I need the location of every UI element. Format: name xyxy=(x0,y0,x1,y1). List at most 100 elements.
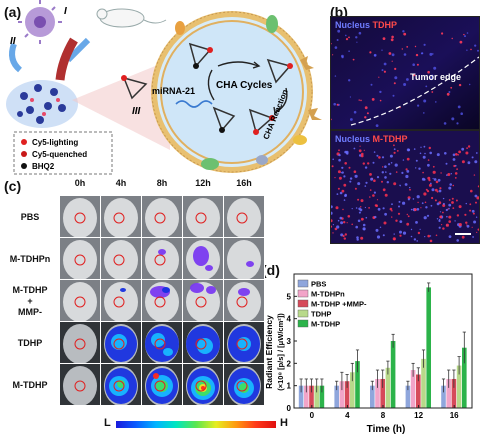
fluorescence-speckle xyxy=(343,199,346,201)
fluorescence-speckle xyxy=(419,228,421,230)
fluorescence-speckle xyxy=(399,230,402,234)
signal-blob xyxy=(201,386,205,390)
fluorescence-speckle xyxy=(360,99,362,102)
imaging-cell xyxy=(142,238,183,280)
fluorescence-speckle xyxy=(456,122,459,125)
fluorescence-speckle xyxy=(413,208,417,212)
y-tick-label: 4 xyxy=(287,315,292,324)
tumor-region-circle xyxy=(113,296,125,308)
fluorescence-speckle xyxy=(379,90,382,94)
fluorescence-speckle xyxy=(448,207,450,210)
y-tick-label: 3 xyxy=(287,337,292,346)
fluorescence-speckle xyxy=(452,153,456,157)
fluorescence-speckle xyxy=(331,43,332,45)
imaging-cell-canvas xyxy=(142,196,182,237)
panel-label-c: (c) xyxy=(4,178,22,194)
signal-blob xyxy=(151,333,165,347)
mirna-label: miRNA-21 xyxy=(152,86,195,96)
fluorescence-speckle xyxy=(405,168,408,171)
bar xyxy=(441,385,446,408)
mouse-body xyxy=(104,240,138,279)
fluorescence-speckle xyxy=(382,207,385,210)
fluorescence-speckle xyxy=(373,54,377,57)
fluorescence-speckle xyxy=(402,159,405,161)
fluorescence-speckle xyxy=(461,147,465,151)
fluorescence-speckle xyxy=(461,160,465,164)
fluorescence-speckle xyxy=(431,91,434,93)
fluorescence-speckle xyxy=(365,181,368,184)
step-label-2: II xyxy=(10,36,16,47)
fluorescence-speckle xyxy=(413,238,417,241)
fluorescence-speckle xyxy=(415,53,419,57)
bar xyxy=(405,385,411,408)
fluorescence-speckle xyxy=(381,180,383,183)
fluorescence-speckle xyxy=(340,172,342,174)
legend-swatch xyxy=(297,279,309,288)
fluorescence-image-tdhp-canvas xyxy=(331,17,479,129)
tumor-region-circle xyxy=(113,338,125,350)
time-column-header: 4h xyxy=(115,178,127,188)
nucleus-label: Nucleus xyxy=(335,134,371,144)
fluorescence-speckle xyxy=(369,196,371,198)
fluorescence-speckle xyxy=(428,146,431,150)
fluorescence-speckle xyxy=(429,239,433,243)
fluorescence-speckle xyxy=(439,211,442,213)
bar xyxy=(314,385,319,408)
fluorescence-speckle xyxy=(356,41,358,43)
imaging-cell-canvas xyxy=(142,364,182,405)
fluorescence-speckle xyxy=(399,220,403,223)
fluorescence-speckle xyxy=(435,101,437,103)
fluorescence-speckle xyxy=(406,222,410,226)
fluorescence-speckle xyxy=(452,158,456,161)
fluorescence-speckle xyxy=(475,152,478,154)
fluorescence-speckle xyxy=(452,207,455,209)
fluorescence-title-m-tdhp: Nucleus M-TDHP xyxy=(335,134,408,144)
mouse-body xyxy=(227,198,261,237)
fluorescence-speckle xyxy=(427,159,430,161)
fluorescence-speckle xyxy=(447,173,451,176)
fluorescence-speckle xyxy=(332,224,334,226)
fluorescence-speckle xyxy=(424,236,426,238)
imaging-cell-canvas xyxy=(101,364,141,405)
tumor-region-circle xyxy=(113,380,125,392)
fluorescence-speckle xyxy=(365,216,368,219)
y-tick-label: 5 xyxy=(287,292,292,301)
tumor-region-circle xyxy=(236,296,248,308)
imaging-cell-canvas xyxy=(142,238,182,279)
tumor-region-circle xyxy=(154,212,166,224)
fluorescence-speckle xyxy=(444,152,447,155)
imaging-cell xyxy=(183,280,224,322)
tumor-region-circle xyxy=(113,254,125,266)
fluorescence-speckle xyxy=(334,75,337,77)
legend-label: PBS xyxy=(311,280,326,289)
legend-label-cy5-lighting: Cy5-lighting xyxy=(32,138,78,147)
fluorescence-speckle xyxy=(436,202,440,206)
legend-swatch-cy5-quenched xyxy=(21,151,27,157)
fluorescence-speckle xyxy=(360,236,364,240)
legend-swatch-bhq2 xyxy=(21,163,27,169)
group-row-label-line: + xyxy=(27,295,33,306)
fluorescence-speckle xyxy=(428,183,432,187)
fluorescence-speckle xyxy=(432,53,434,55)
fluorescence-speckle xyxy=(466,147,468,149)
x-tick-label: 16 xyxy=(450,411,459,420)
fluorescence-speckle xyxy=(426,214,430,217)
fluorescence-speckle xyxy=(457,105,461,109)
fluorescence-speckle xyxy=(423,145,426,148)
mouse-body xyxy=(63,366,97,405)
fluorescence-speckle xyxy=(448,235,452,238)
bar xyxy=(370,385,375,408)
fluorescence-speckle xyxy=(382,234,385,237)
tumor-region-circle xyxy=(154,254,166,266)
outside-probe-icon xyxy=(121,75,148,100)
mouse-body xyxy=(227,282,261,321)
legend-swatch xyxy=(297,289,309,298)
imaging-cell xyxy=(224,364,265,406)
cha-cycles-label: CHA Cycles xyxy=(216,80,273,91)
fluorescence-speckle xyxy=(433,178,437,181)
fluorescence-speckle xyxy=(458,83,462,87)
fluorescence-speckle xyxy=(448,186,452,190)
fluorescence-speckle xyxy=(355,225,358,229)
